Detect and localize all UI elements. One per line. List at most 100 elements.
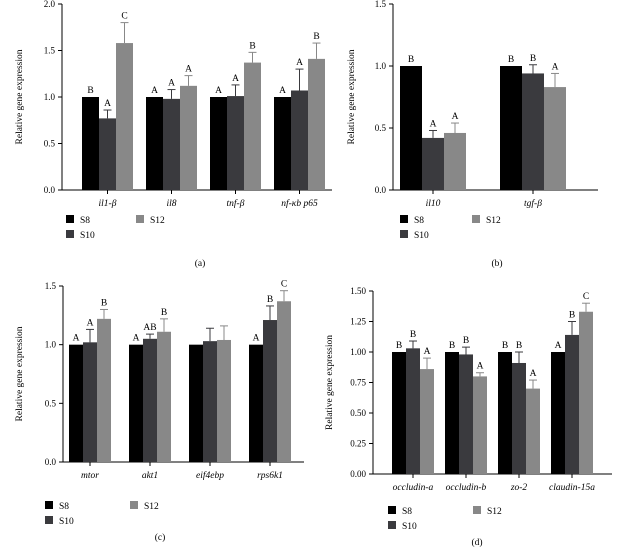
y-tick-label: 0.00	[350, 469, 366, 479]
y-axis-label: Relative gene expression	[15, 49, 25, 144]
significance-label: B	[569, 311, 575, 321]
bar	[146, 97, 163, 190]
legend-swatch	[388, 506, 396, 514]
significance-label: AB	[143, 323, 156, 333]
significance-label: A	[168, 79, 175, 89]
x-tick-label: il1-β	[99, 199, 117, 209]
bar	[99, 118, 116, 190]
legend-swatch	[130, 501, 138, 509]
x-tick-label: rps6k1	[257, 471, 283, 481]
legend-label: S8	[402, 507, 412, 517]
significance-label: A	[253, 334, 260, 344]
significance-label: B	[463, 336, 469, 346]
significance-label: A	[279, 86, 286, 96]
legend-label: S10	[414, 231, 429, 241]
legend-label: S12	[150, 216, 165, 226]
y-tick-label: 1.0	[44, 92, 56, 102]
legend-swatch	[136, 215, 144, 223]
significance-label: C	[121, 12, 127, 22]
legend-label: S12	[486, 216, 501, 226]
legend-label: S12	[487, 507, 502, 517]
significance-label: A	[87, 318, 94, 328]
significance-label: A	[477, 362, 484, 372]
x-tick-label: eif4ebp	[196, 470, 224, 481]
significance-label: A	[73, 334, 80, 344]
significance-label: A	[215, 86, 222, 96]
y-axis-label: Relative gene expression	[347, 49, 357, 144]
legend-label: S8	[414, 216, 424, 226]
chart-panel: 0.00 0.25 0.50 0.75 1.00 1.25 1.50 Relative gen…	[325, 286, 612, 548]
panel-label: (b)	[491, 258, 502, 269]
bar	[500, 66, 522, 190]
x-tick-label: tgf-β	[524, 198, 542, 209]
significance-label: B	[396, 341, 402, 351]
legend-swatch	[473, 506, 481, 514]
panel-label: (c)	[155, 532, 166, 543]
bar	[459, 354, 473, 474]
bar	[157, 331, 171, 462]
y-tick-label: 1.5	[45, 281, 57, 291]
x-tick-label: claudin-15a	[549, 483, 595, 493]
y-axis-label: Relative gene expression	[325, 335, 335, 430]
x-tick-label: akt1	[142, 471, 158, 481]
y-tick-label: 1.00	[350, 347, 366, 357]
x-tick-label: mtor	[81, 471, 99, 481]
chart-panel: 0.0 0.5 1.0 1.5 2.0 Relative gene expression B…	[15, 0, 332, 269]
y-tick-label: 0.0	[44, 185, 56, 195]
legend-label: S12	[144, 502, 159, 512]
bar	[392, 352, 406, 474]
x-tick-label: occludin-a	[393, 483, 434, 493]
x-tick-label: il8	[166, 199, 176, 209]
bar	[498, 352, 512, 474]
legend-swatch	[45, 516, 53, 524]
bar	[565, 334, 579, 474]
legend-swatch	[388, 521, 396, 529]
y-axis-label: Relative gene expression	[15, 326, 25, 421]
bar	[82, 97, 99, 190]
legend-swatch	[66, 230, 74, 238]
legend-swatch	[472, 215, 480, 223]
significance-label: C	[583, 292, 589, 302]
legend-swatch	[400, 215, 408, 223]
bar	[420, 369, 434, 474]
significance-label: A	[232, 74, 239, 84]
significance-label: B	[508, 55, 514, 65]
significance-label: B	[516, 341, 522, 351]
y-tick-label: 2.0	[44, 0, 56, 9]
bar	[422, 137, 444, 190]
significance-label: A	[552, 62, 559, 72]
bar	[69, 344, 83, 462]
bar	[116, 43, 133, 191]
chart-panel: 0.0 0.5 1.0 1.5 Relative gene expression B A Ai…	[347, 0, 598, 269]
bar	[400, 66, 422, 190]
y-tick-label: 0.25	[350, 439, 366, 449]
bar	[203, 341, 217, 462]
bar	[473, 376, 487, 474]
legend-label: S8	[59, 502, 69, 512]
y-tick-label: 0.0	[375, 185, 387, 195]
legend-label: S10	[402, 522, 417, 532]
bar	[445, 352, 459, 474]
bar	[406, 348, 420, 474]
significance-label: A	[430, 119, 437, 129]
bar	[579, 311, 593, 474]
y-tick-label: 1.0	[45, 340, 57, 350]
bar	[551, 352, 565, 474]
bar	[308, 58, 325, 191]
x-tick-label: occludin-b	[446, 483, 487, 493]
bar	[244, 62, 261, 191]
legend-swatch	[400, 230, 408, 238]
significance-label: A	[452, 112, 459, 122]
significance-label: B	[249, 41, 255, 51]
y-tick-label: 0.5	[44, 139, 56, 149]
bar	[274, 97, 291, 190]
bar	[277, 301, 291, 462]
significance-label: A	[530, 369, 537, 379]
x-tick-label: nf-κb p65	[281, 198, 318, 209]
bar	[512, 362, 526, 474]
significance-label: B	[408, 55, 414, 65]
y-tick-label: 1.5	[375, 0, 387, 9]
bar	[189, 344, 203, 462]
significance-label: A	[185, 65, 192, 75]
